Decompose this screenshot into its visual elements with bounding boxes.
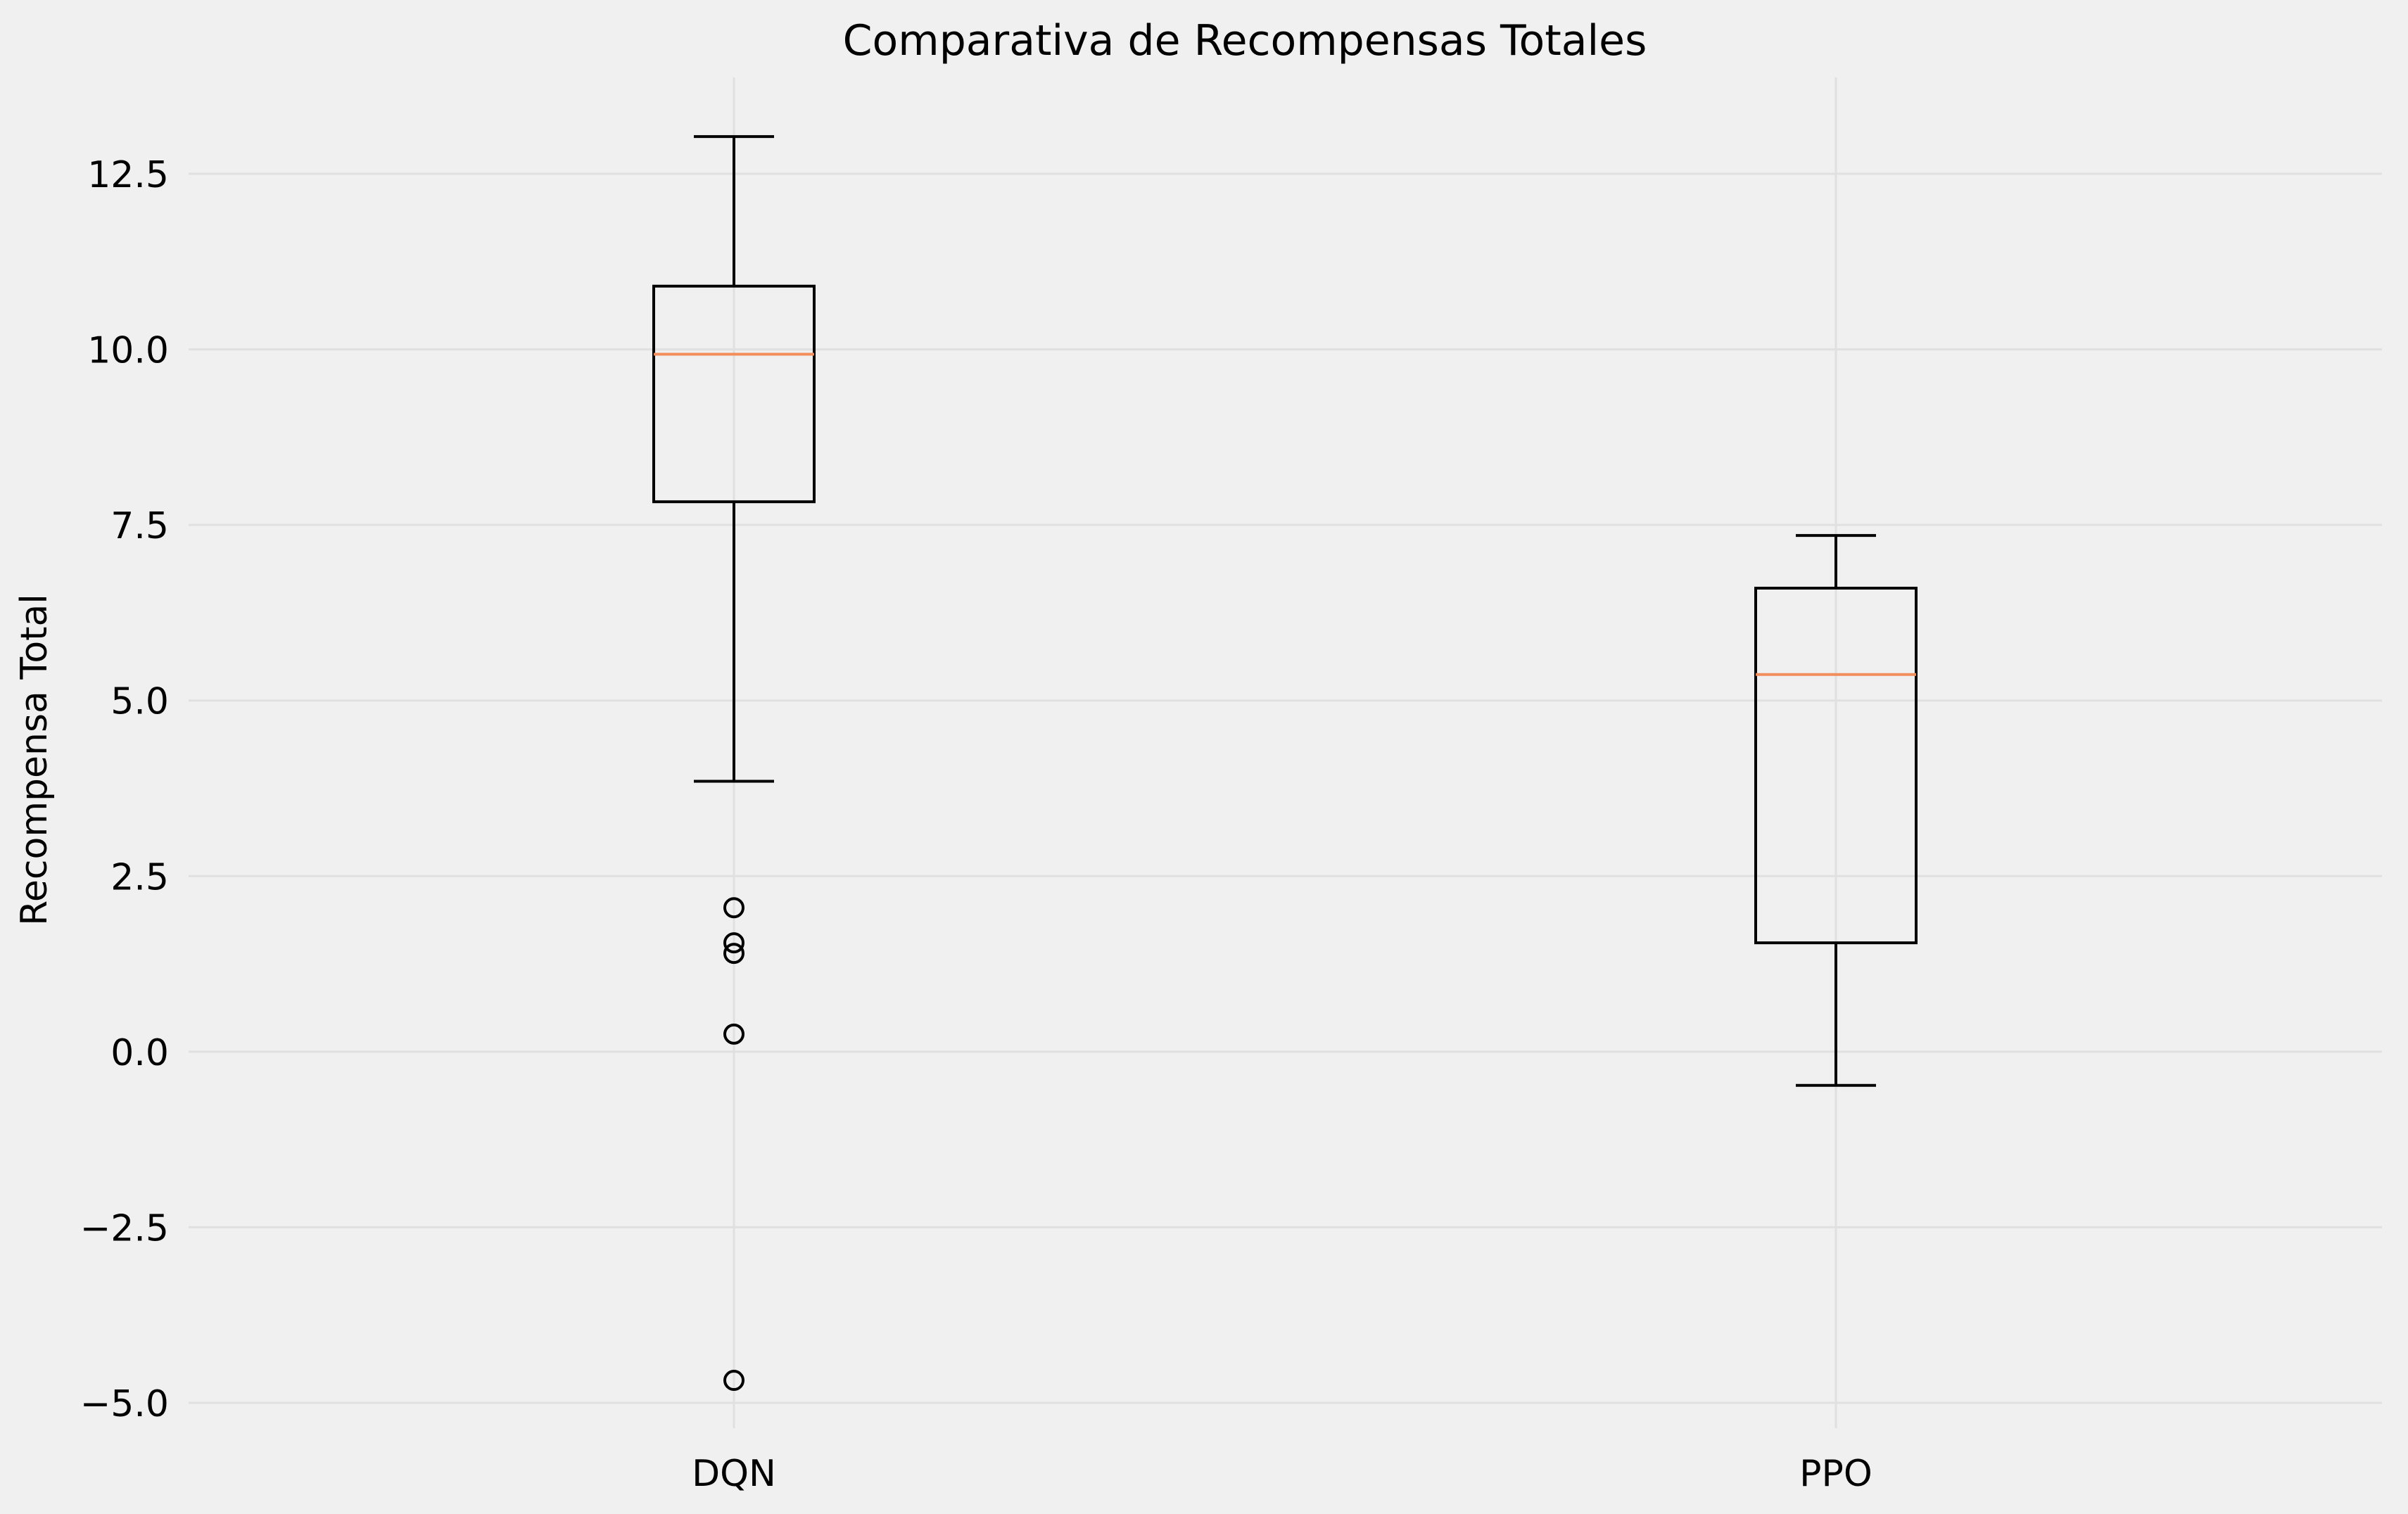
iqr-box — [1754, 586, 1918, 945]
y-axis-label: Recompensa Total — [13, 594, 56, 926]
x-tick-label: PPO — [1799, 1453, 1872, 1495]
outlier-point — [723, 1370, 744, 1392]
y-tick-label: 2.5 — [110, 856, 169, 898]
outlier-point — [723, 1023, 744, 1045]
box-layer — [652, 135, 1918, 1392]
outlier-point — [723, 897, 744, 919]
box-group-ppo — [1754, 534, 1918, 1087]
outlier-point — [723, 943, 744, 965]
y-tick-label: −2.5 — [80, 1207, 169, 1249]
y-tick-label: 7.5 — [110, 505, 169, 547]
x-tick-label: DQN — [692, 1453, 776, 1495]
box-group-dqn — [652, 135, 816, 1392]
y-tick-label: 5.0 — [110, 681, 169, 723]
y-tick-label: 12.5 — [87, 154, 169, 196]
chart-title: Comparativa de Recompensas Totales — [843, 16, 1647, 65]
y-tick-label: 0.0 — [110, 1032, 169, 1074]
outlier-point — [723, 932, 744, 954]
iqr-box — [652, 284, 816, 504]
y-tick-label: 10.0 — [87, 330, 169, 372]
y-tick-label: −5.0 — [80, 1383, 169, 1425]
grid-layer — [189, 77, 2382, 1428]
tick-layer: −5.0 −2.5 0.0 2.5 5.0 7.5 10.0 12.5 DQN PPO — [80, 154, 1872, 1495]
